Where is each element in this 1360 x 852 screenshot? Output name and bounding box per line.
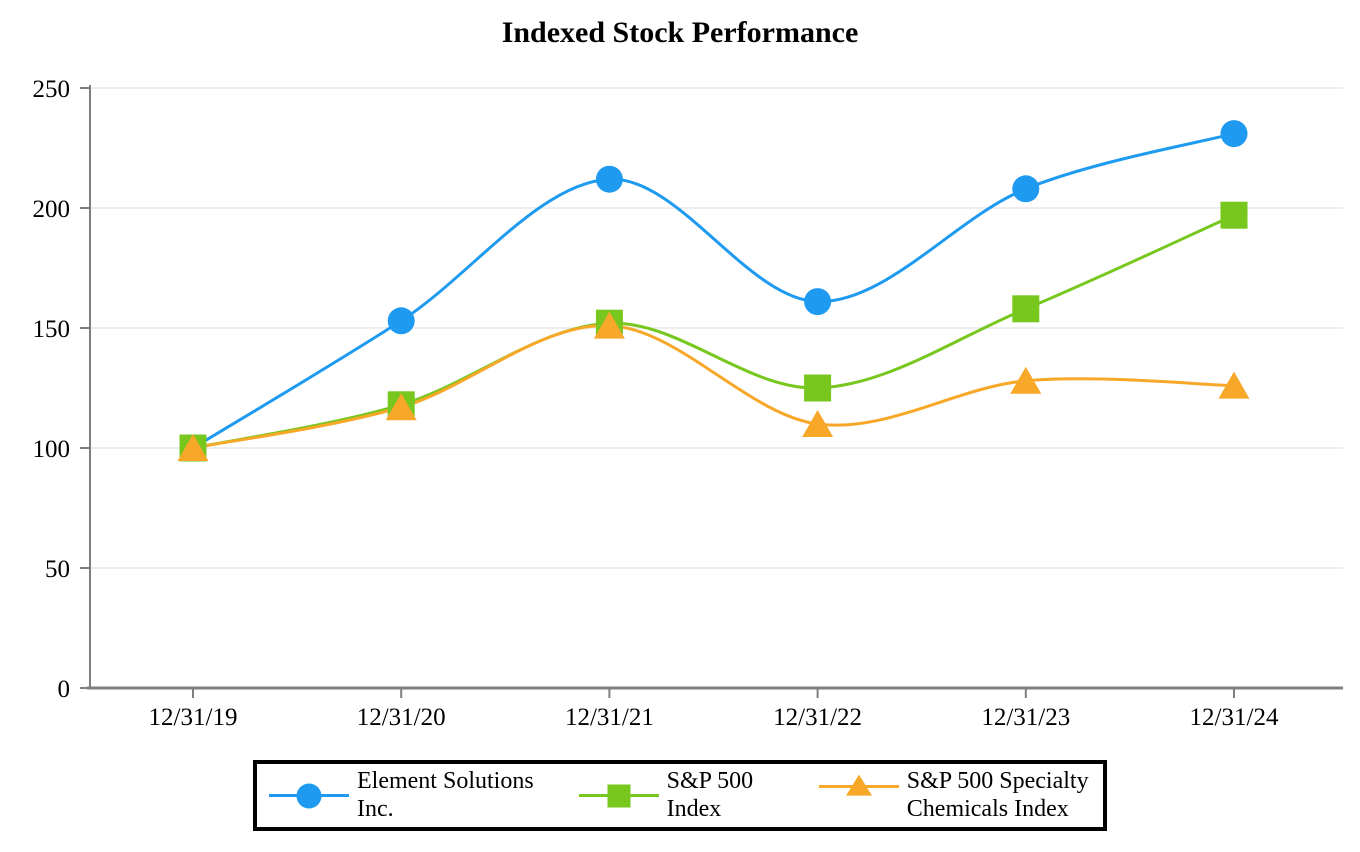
legend-label: S&P 500 Specialty Chemicals Index bbox=[906, 767, 1089, 822]
data-point-marker-s-p-500-specialty-chemicals-index bbox=[1010, 366, 1042, 394]
data-point-marker-s-p-500-specialty-chemicals-index bbox=[385, 393, 417, 421]
series-line-element-solutions-inc bbox=[191, 132, 1236, 450]
legend-item-sp500: S&P 500 Index bbox=[578, 767, 805, 823]
square-marker-icon bbox=[607, 784, 631, 807]
x-axis-tick-label: 12/31/20 bbox=[357, 704, 446, 731]
y-axis-tick-label: 100 bbox=[33, 436, 71, 463]
x-axis-tick-label: 12/31/21 bbox=[565, 704, 654, 731]
data-point-marker-element-solutions-inc bbox=[1012, 175, 1040, 203]
data-point-marker-s-p-500-index bbox=[1220, 201, 1248, 229]
legend-item-sp500-specialty-chemicals: S&P 500 Specialty Chemicals Index bbox=[818, 767, 1091, 823]
data-point-marker-element-solutions-inc bbox=[387, 307, 415, 335]
indexed-stock-performance-chart: 0 50 100 150 200 250 12/31/19 12/31/20 12/31/21 1… bbox=[33, 76, 1343, 731]
y-axis-tick-label: 0 bbox=[58, 676, 71, 703]
chart-title: Indexed Stock Performance bbox=[501, 16, 859, 49]
legend-label: Element Solutions Inc. bbox=[357, 767, 534, 822]
data-point-marker-element-solutions-inc bbox=[1220, 120, 1248, 148]
data-point-marker-s-p-500-specialty-chemicals-index bbox=[802, 410, 834, 437]
data-point-marker-s-p-500-specialty-chemicals-index bbox=[593, 311, 625, 339]
y-axis-tick-label: 50 bbox=[45, 556, 70, 583]
y-axis-tick-label: 200 bbox=[33, 196, 71, 223]
data-point-marker-element-solutions-inc bbox=[595, 165, 623, 193]
legend-item-element-solutions: Element Solutions Inc. bbox=[269, 768, 565, 823]
y-axis-tick-label: 250 bbox=[33, 76, 71, 103]
x-axis-tick-label: 12/31/23 bbox=[981, 704, 1070, 731]
series-line-s-p-500-index bbox=[191, 213, 1236, 450]
series-line-s-p-500-specialty-chemicals-index bbox=[191, 324, 1236, 450]
x-axis-tick-label: 12/31/19 bbox=[149, 704, 238, 731]
triangle-marker-icon bbox=[845, 775, 872, 797]
orange-line-triangle-marker-icon bbox=[818, 773, 899, 800]
circle-marker-icon bbox=[296, 783, 322, 808]
x-axis-tick-label: 12/31/22 bbox=[773, 704, 862, 731]
legend-label: S&P 500 Index bbox=[666, 767, 754, 822]
data-point-marker-s-p-500-index bbox=[804, 374, 832, 402]
data-point-marker-s-p-500-specialty-chemicals-index bbox=[177, 434, 209, 461]
green-line-square-marker-icon bbox=[578, 782, 659, 809]
y-axis-tick-label: 150 bbox=[33, 316, 71, 343]
blue-line-circle-marker-icon bbox=[269, 782, 349, 809]
data-point-marker-s-p-500-index bbox=[1012, 295, 1040, 323]
legend: Element Solutions Inc. S&P 500 Index S&P… bbox=[253, 760, 1107, 831]
data-point-marker-s-p-500-specialty-chemicals-index bbox=[1218, 371, 1250, 399]
x-axis-tick-label: 12/31/24 bbox=[1190, 704, 1279, 731]
data-point-marker-element-solutions-inc bbox=[804, 288, 832, 316]
